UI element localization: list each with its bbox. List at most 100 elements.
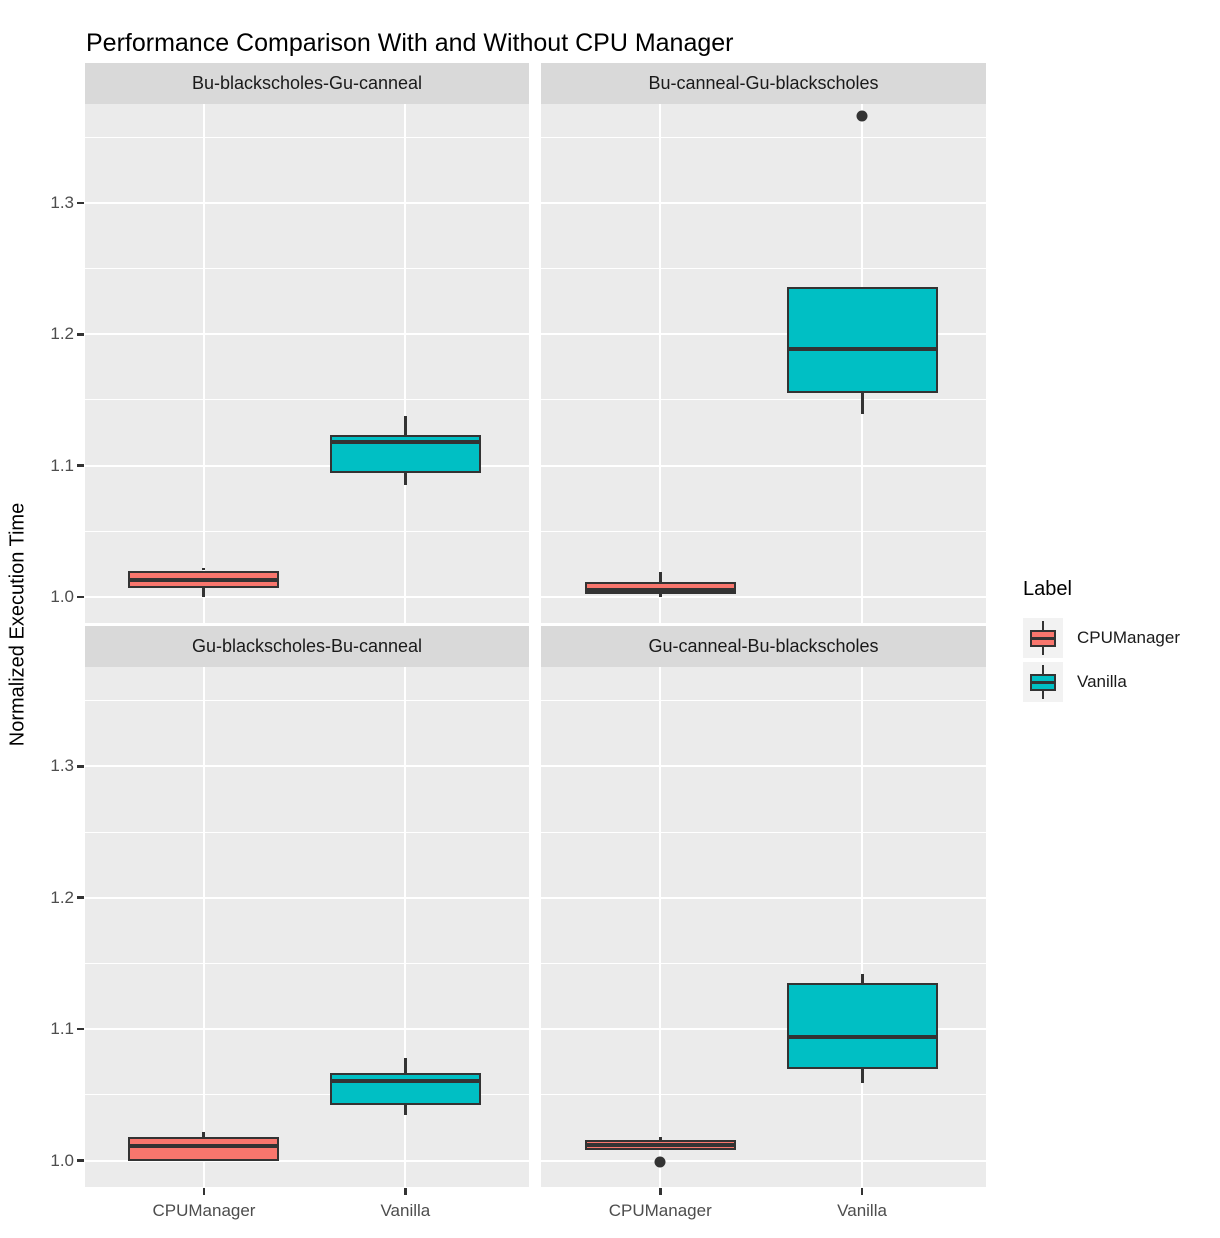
facet-strip-label: Bu-blackscholes-Gu-canneal (191, 73, 423, 93)
boxplot-median (128, 577, 280, 582)
major-gridline-vertical (861, 667, 864, 1187)
y-tick-mark (77, 896, 84, 899)
boxplot-lower-whisker (658, 594, 662, 597)
minor-gridline (85, 700, 529, 702)
y-tick-mark (77, 201, 84, 205)
x-tick-label: CPUManager (152, 1201, 256, 1220)
boxplot-lower-whisker (403, 473, 407, 486)
x-tick-mark (659, 1188, 662, 1195)
boxplot-upper-whisker (403, 1058, 407, 1073)
legend-label: Vanilla (1077, 672, 1127, 691)
facet-panel-top-left (85, 104, 529, 623)
minor-gridline (541, 1094, 986, 1096)
boxplot-median (329, 439, 481, 444)
y-tick-label: 1.1 (50, 1019, 74, 1039)
legend-item-cpumanager: CPUManager (1023, 618, 1219, 658)
x-tick-mark (860, 1188, 864, 1195)
minor-gridline (85, 1094, 529, 1096)
major-gridline (85, 202, 529, 205)
boxplot-upper-whisker (403, 415, 407, 436)
major-gridline (85, 333, 529, 336)
facet-strip-bottom-left: Gu-blackscholes-Bu-canneal (85, 626, 529, 667)
key-median (1030, 681, 1056, 684)
legend: Label CPUManager Vanilla (1023, 578, 1219, 706)
y-tick-label: 1.2 (50, 887, 74, 907)
boxplot-box-vanilla (786, 287, 938, 394)
minor-gridline (85, 268, 529, 270)
y-tick-label: 1.1 (50, 455, 74, 475)
boxplot-median (329, 1078, 481, 1083)
boxplot-median (128, 1144, 280, 1149)
y-tick-mark (77, 765, 84, 768)
major-gridline (85, 896, 529, 899)
key-median (1030, 637, 1056, 640)
x-tick-mark (202, 1188, 206, 1195)
boxplot-upper-whisker (202, 567, 206, 571)
minor-gridline (541, 530, 986, 532)
y-tick-mark (77, 333, 84, 336)
major-gridline (541, 202, 986, 205)
major-gridline-vertical (202, 104, 205, 623)
y-tick-mark (77, 595, 84, 598)
facet-strip-top-left: Bu-blackscholes-Gu-canneal (85, 63, 529, 104)
boxplot-box-vanilla (786, 983, 938, 1069)
major-gridline (85, 765, 529, 768)
legend-item-vanilla: Vanilla (1023, 662, 1219, 702)
boxplot-median (584, 1142, 736, 1147)
boxplot-box-cpumanager (128, 1137, 280, 1161)
minor-gridline (85, 399, 529, 401)
y-tick-mark (77, 1159, 84, 1162)
facet-strip-label: Bu-canneal-Gu-blackscholes (648, 73, 879, 93)
major-gridline-vertical (659, 667, 662, 1187)
major-gridline-vertical (202, 667, 205, 1187)
legend-label: CPUManager (1077, 628, 1180, 647)
chart-title: Performance Comparison With and Without … (86, 29, 734, 57)
minor-gridline (541, 700, 986, 702)
minor-gridline (85, 831, 529, 833)
facet-strip-top-right: Bu-canneal-Gu-blackscholes (541, 63, 986, 104)
major-gridline (85, 1028, 529, 1031)
outlier-point (654, 1156, 666, 1168)
y-tick-label: 1.2 (50, 324, 74, 344)
major-gridline (85, 595, 529, 598)
minor-gridline (541, 399, 986, 401)
major-gridline (541, 765, 986, 768)
minor-gridline (541, 136, 986, 138)
boxplot-median (584, 588, 736, 593)
minor-gridline (85, 136, 529, 138)
major-gridline (541, 1028, 986, 1031)
x-tick-label: CPUManager (608, 1201, 712, 1220)
boxplot-upper-whisker (658, 1137, 662, 1140)
facet-strip-label: Gu-canneal-Bu-blackscholes (648, 636, 879, 656)
minor-gridline (541, 831, 986, 833)
boxplot-upper-whisker (202, 1131, 206, 1138)
facet-panel-bottom-right (541, 667, 986, 1187)
facet-strip-bottom-right: Gu-canneal-Bu-blackscholes (541, 626, 986, 667)
boxplot-key-icon (1023, 662, 1063, 702)
boxplot-lower-whisker (403, 1105, 407, 1115)
boxplot-upper-whisker (860, 974, 864, 984)
minor-gridline (85, 962, 529, 964)
facet-panel-top-right (541, 104, 986, 623)
boxplot-lower-whisker (202, 587, 206, 597)
y-tick-label: 1.0 (50, 1150, 74, 1170)
major-gridline-vertical (404, 667, 407, 1187)
major-gridline (541, 333, 986, 336)
minor-gridline (541, 962, 986, 964)
y-tick-label: 1.0 (50, 586, 74, 606)
major-gridline-vertical (404, 104, 407, 623)
boxplot-median (786, 1035, 938, 1040)
facet-strip-label: Gu-blackscholes-Bu-canneal (191, 636, 423, 656)
minor-gridline (85, 530, 529, 532)
y-axis-title: Normalized Execution Time (6, 502, 29, 747)
facet-panel-bottom-left (85, 667, 529, 1187)
y-tick-mark (77, 1027, 84, 1031)
boxplot-median (786, 346, 938, 351)
legend-title: Label (1023, 578, 1072, 600)
y-tick-label: 1.3 (50, 193, 74, 213)
x-tick-mark (404, 1188, 407, 1195)
x-tick-label: Vanilla (380, 1201, 431, 1220)
boxplot-lower-whisker (860, 1068, 864, 1084)
boxplot-key-icon (1023, 618, 1063, 658)
boxplot-lower-whisker (860, 393, 864, 415)
